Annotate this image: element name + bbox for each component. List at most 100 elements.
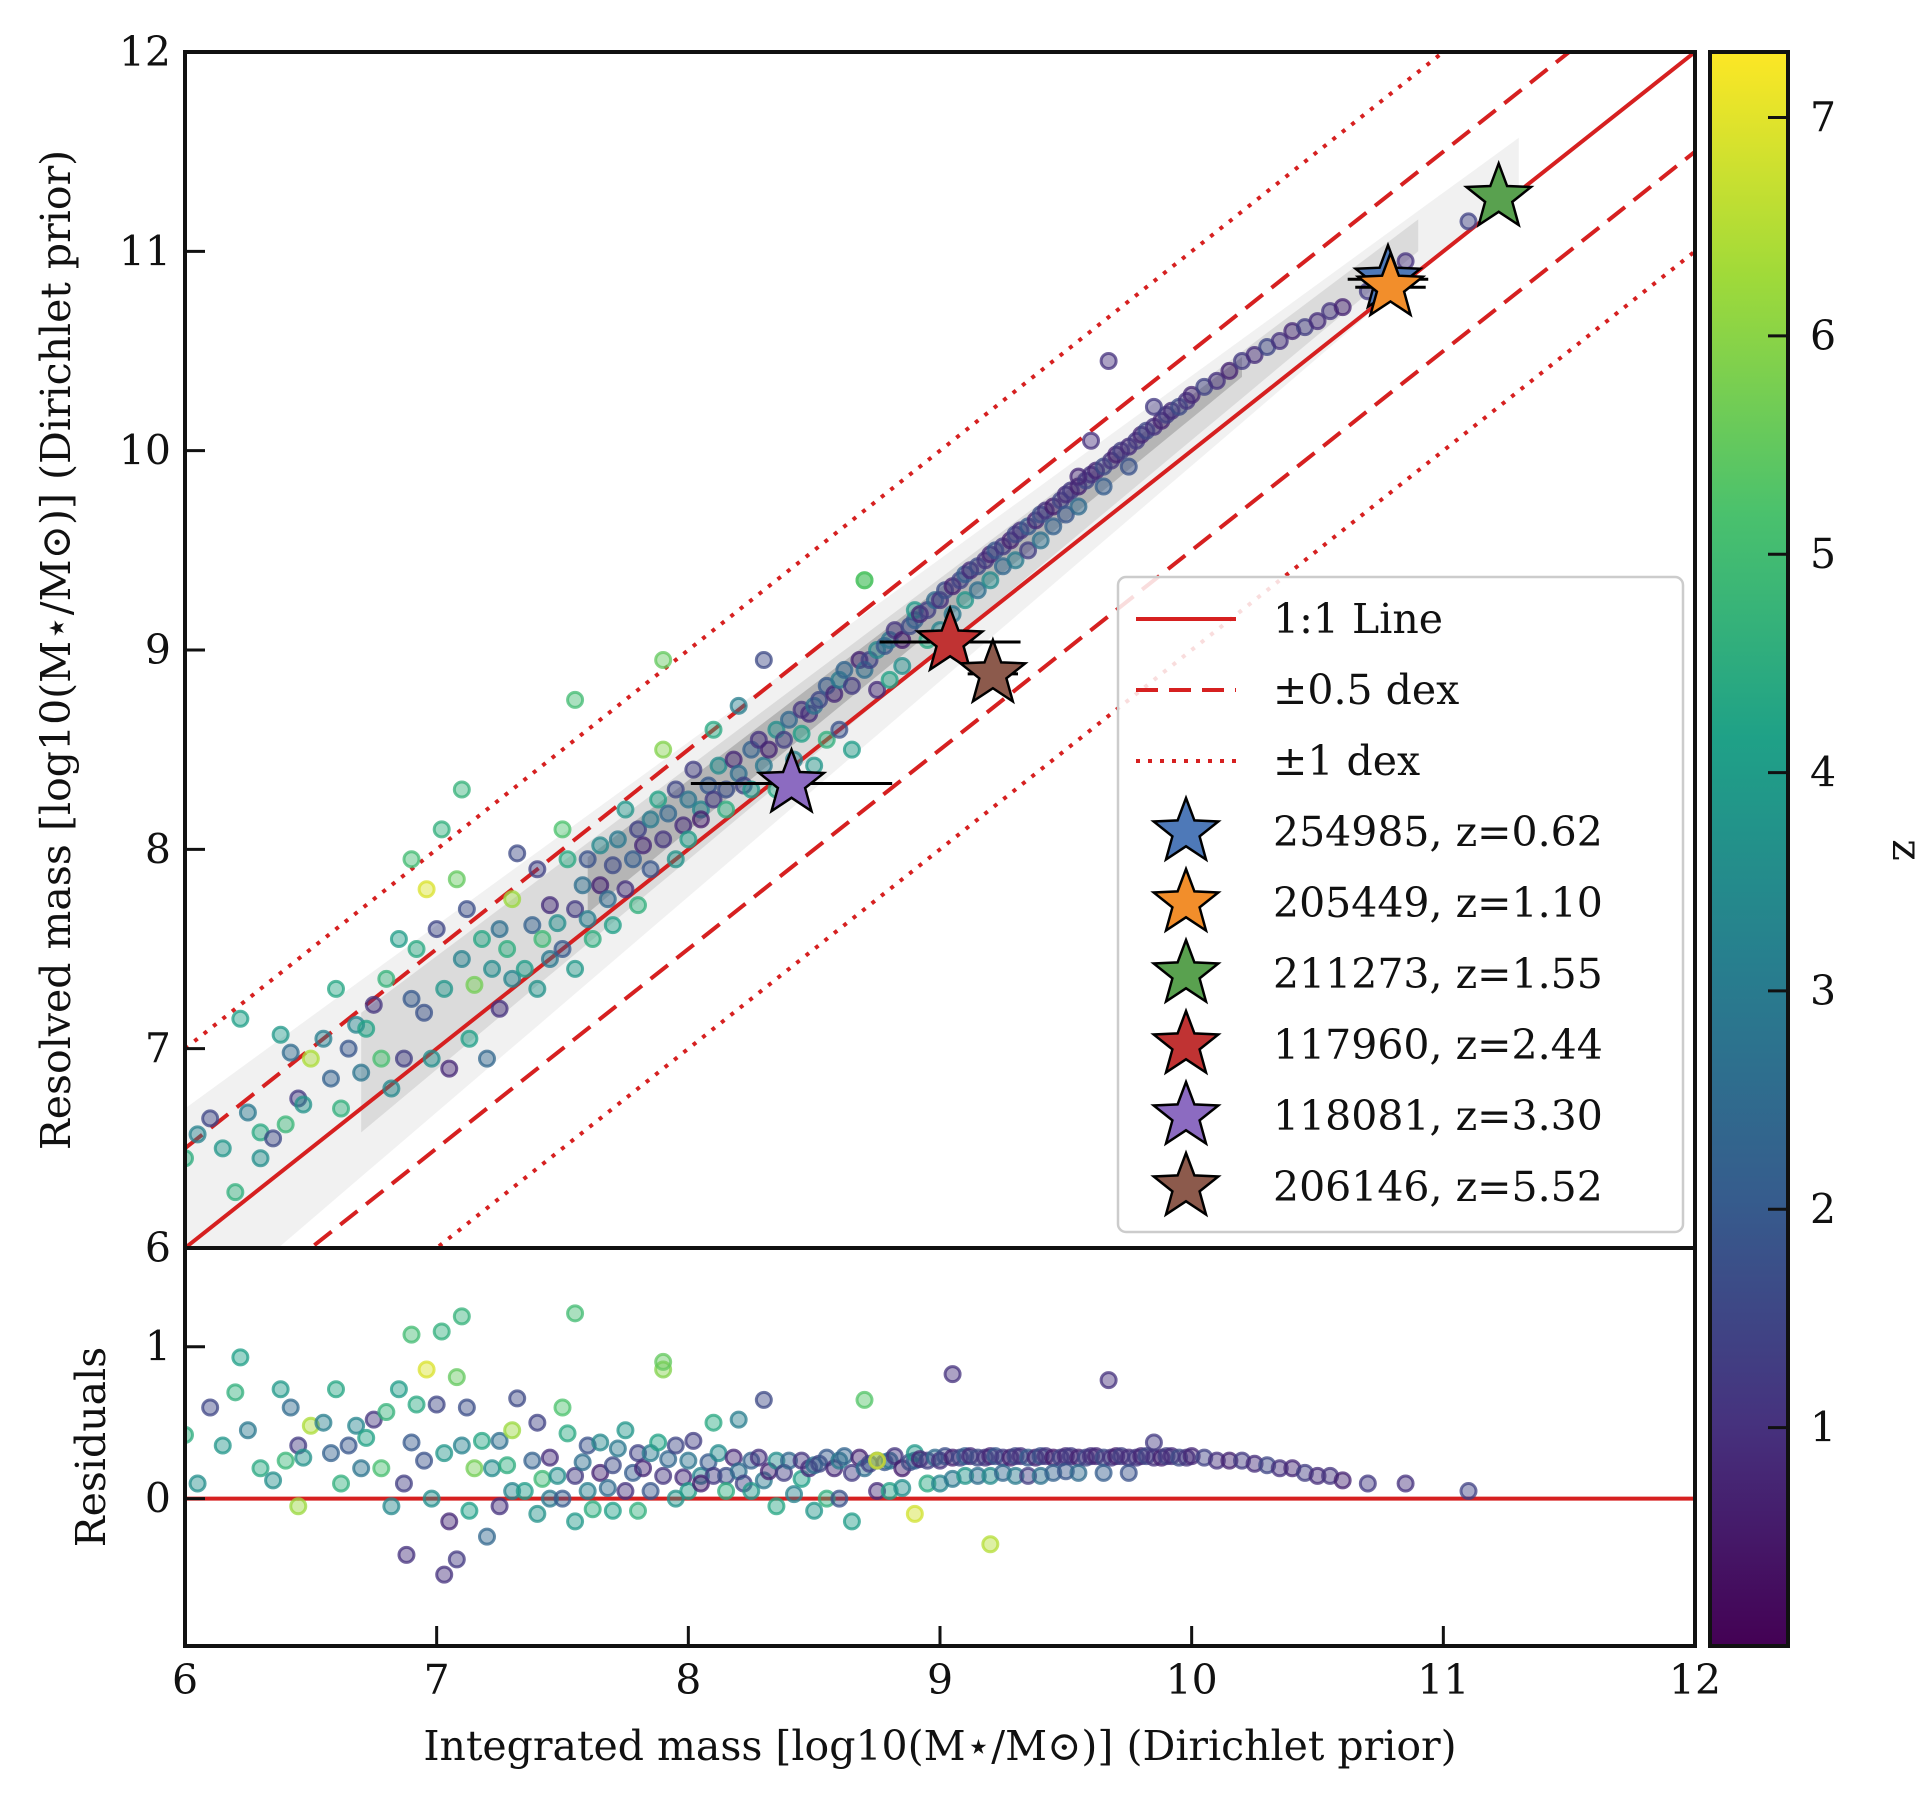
data-point: [276, 1115, 295, 1134]
data-point: [1069, 467, 1088, 486]
data-point: [578, 850, 597, 869]
colorbar-label: z: [1883, 839, 1920, 861]
residual-point: [598, 1479, 617, 1498]
residual-point: [943, 1365, 962, 1384]
residual-point: [339, 1436, 358, 1455]
residual-point: [1182, 1447, 1201, 1466]
residual-point: [238, 1421, 257, 1440]
data-point: [1270, 332, 1289, 351]
data-point: [729, 696, 748, 715]
residual-point: [415, 1451, 434, 1470]
data-point: [281, 1043, 300, 1062]
data-point: [558, 850, 577, 869]
residual-point: [981, 1535, 1000, 1554]
data-point: [759, 740, 778, 759]
residual-point: [868, 1451, 887, 1470]
data-point: [868, 680, 887, 699]
residual-point: [332, 1474, 351, 1493]
data-point: [472, 930, 491, 949]
data-point: [817, 730, 836, 749]
y-tick-label: 9: [145, 626, 171, 674]
data-point: [654, 740, 673, 759]
legend-label: 1:1 Line: [1273, 595, 1443, 643]
legend: 1:1 Line ±0.5 dex ±1 dex 254985, z=0.62 2054…: [1116, 575, 1685, 1234]
data-point: [835, 660, 854, 679]
data-point: [1182, 385, 1201, 404]
data-point: [684, 760, 703, 779]
residual-point: [533, 1469, 552, 1488]
residual-point: [231, 1348, 250, 1367]
residual-point: [372, 1459, 391, 1478]
residual-point: [855, 1390, 874, 1409]
residual-point: [364, 1410, 383, 1429]
residual-point: [805, 1501, 824, 1520]
data-point: [649, 790, 668, 809]
data-point: [528, 979, 547, 998]
data-point: [654, 830, 673, 849]
residual-point: [1069, 1463, 1088, 1482]
y-tick-label: 11: [119, 227, 171, 275]
residual-point: [1358, 1474, 1377, 1493]
legend-star-marker: [1150, 936, 1222, 1005]
legend-label: 206146, z=5.52: [1273, 1163, 1603, 1211]
data-point: [226, 1183, 245, 1202]
residual-point: [591, 1463, 610, 1482]
data-point: [394, 1049, 413, 1068]
data-point: [490, 999, 509, 1018]
data-point: [533, 930, 552, 949]
data-point: [981, 571, 1000, 590]
residual-point: [498, 1456, 517, 1475]
residual-point: [1006, 1466, 1025, 1485]
residual-point: [654, 1466, 673, 1485]
y-tick-label: 12: [119, 28, 171, 76]
colorbar-gradient: [1708, 50, 1790, 1648]
residual-point: [704, 1413, 723, 1432]
colorbar: 1 2 3 4 5 6 7 z: [1708, 50, 1920, 1648]
data-point: [540, 896, 559, 915]
data-point: [1006, 551, 1025, 570]
residual-y-ticks: 01: [145, 1323, 205, 1523]
residual-point: [691, 1474, 710, 1493]
residual-point: [780, 1451, 798, 1470]
data-point: [956, 591, 975, 610]
residual-point: [1019, 1466, 1038, 1485]
residual-point: [704, 1466, 723, 1485]
residual-point: [394, 1474, 413, 1493]
residual-point: [1207, 1451, 1226, 1470]
main-scatter: [185, 212, 1478, 1202]
residual-point: [432, 1322, 451, 1341]
residual-point: [767, 1497, 786, 1516]
data-point: [264, 1129, 283, 1148]
residual-point: [717, 1482, 736, 1501]
residual-point: [830, 1489, 849, 1508]
data-point: [460, 1029, 479, 1048]
data-point: [314, 1029, 333, 1048]
residual-point: [503, 1421, 522, 1440]
data-point: [805, 756, 824, 775]
residual-xlabel: Integrated mass [log10(M⋆/M⊙)] (Dirichle…: [423, 1722, 1456, 1770]
residual-point: [1333, 1471, 1352, 1490]
data-point: [523, 916, 542, 935]
legend-label: 254985, z=0.62: [1273, 808, 1603, 856]
residuals-panel: 01 6 7 8 9 10 11 12 Residuals Integrated mass …: [67, 1246, 1721, 1770]
data-point: [634, 836, 653, 855]
data-point: [641, 810, 660, 829]
legend-star-marker: [1150, 794, 1222, 863]
residual-point: [754, 1390, 773, 1409]
residual-point: [868, 1482, 887, 1501]
data-point: [666, 850, 685, 869]
main-ylabel: Resolved mass [log10(M⋆/M⊙)] (Dirichlet …: [32, 150, 80, 1150]
data-point: [659, 804, 678, 823]
residual-point: [276, 1451, 295, 1470]
data-point: [654, 650, 673, 669]
data-point: [352, 1063, 371, 1082]
data-point: [503, 890, 522, 909]
residual-point: [1245, 1454, 1264, 1473]
residual-point: [422, 1489, 441, 1508]
residual-point: [616, 1482, 635, 1501]
data-point: [968, 581, 987, 600]
residual-point: [352, 1459, 371, 1478]
residual-point: [264, 1471, 283, 1490]
data-point: [377, 969, 396, 988]
residual-point: [968, 1466, 987, 1485]
